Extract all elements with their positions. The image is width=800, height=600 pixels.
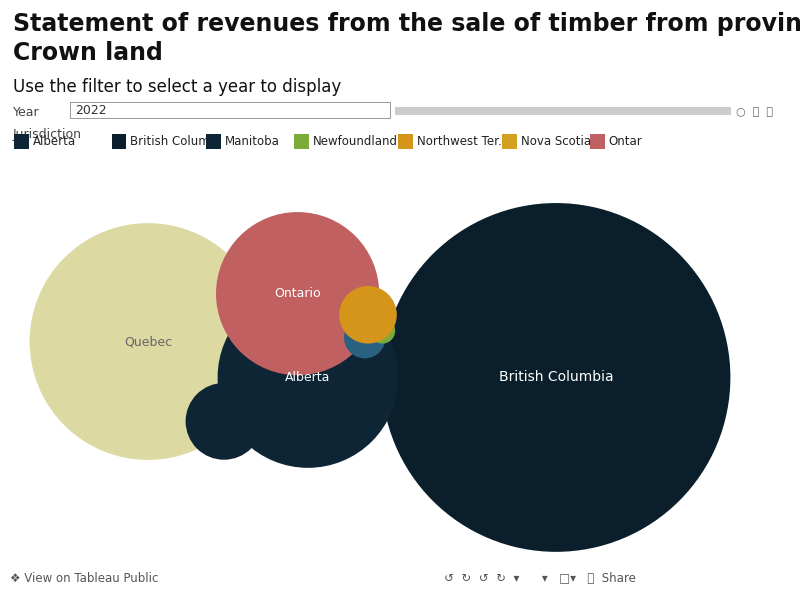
Ellipse shape xyxy=(382,203,730,552)
Text: Alberta: Alberta xyxy=(33,135,76,148)
Text: Newfoundland...: Newfoundland... xyxy=(313,135,409,148)
Text: Manitoba: Manitoba xyxy=(225,135,280,148)
Text: ↺  ↻  ↺  ↻  ▾      ▾   □▾   ⤢  Share: ↺ ↻ ↺ ↻ ▾ ▾ □▾ ⤢ Share xyxy=(444,572,636,584)
Ellipse shape xyxy=(218,287,398,468)
Ellipse shape xyxy=(30,223,266,460)
Text: 2022: 2022 xyxy=(75,104,107,117)
Ellipse shape xyxy=(339,286,397,344)
Text: ○  〈  〉: ○ 〈 〉 xyxy=(736,107,773,117)
Ellipse shape xyxy=(216,212,379,375)
Ellipse shape xyxy=(186,383,262,460)
Text: Nova Scotia: Nova Scotia xyxy=(521,135,591,148)
Text: Ontar: Ontar xyxy=(609,135,642,148)
Text: Ontario: Ontario xyxy=(274,287,321,300)
Text: Quebec: Quebec xyxy=(124,335,172,348)
Ellipse shape xyxy=(344,317,386,358)
Text: ❖ View on Tableau Public: ❖ View on Tableau Public xyxy=(10,572,158,584)
Text: British Columbia: British Columbia xyxy=(498,370,614,385)
Text: Year: Year xyxy=(13,106,39,119)
Text: Use the filter to select a year to display: Use the filter to select a year to displ… xyxy=(13,78,341,96)
Text: British Colum...: British Colum... xyxy=(130,135,222,148)
Text: Northwest Ter...: Northwest Ter... xyxy=(417,135,509,148)
Text: Jurisdiction: Jurisdiction xyxy=(13,128,82,141)
Text: Statement of revenues from the sale of timber from provincial
Crown land: Statement of revenues from the sale of t… xyxy=(13,12,800,65)
Text: Alberta: Alberta xyxy=(286,371,330,384)
Ellipse shape xyxy=(370,318,395,344)
